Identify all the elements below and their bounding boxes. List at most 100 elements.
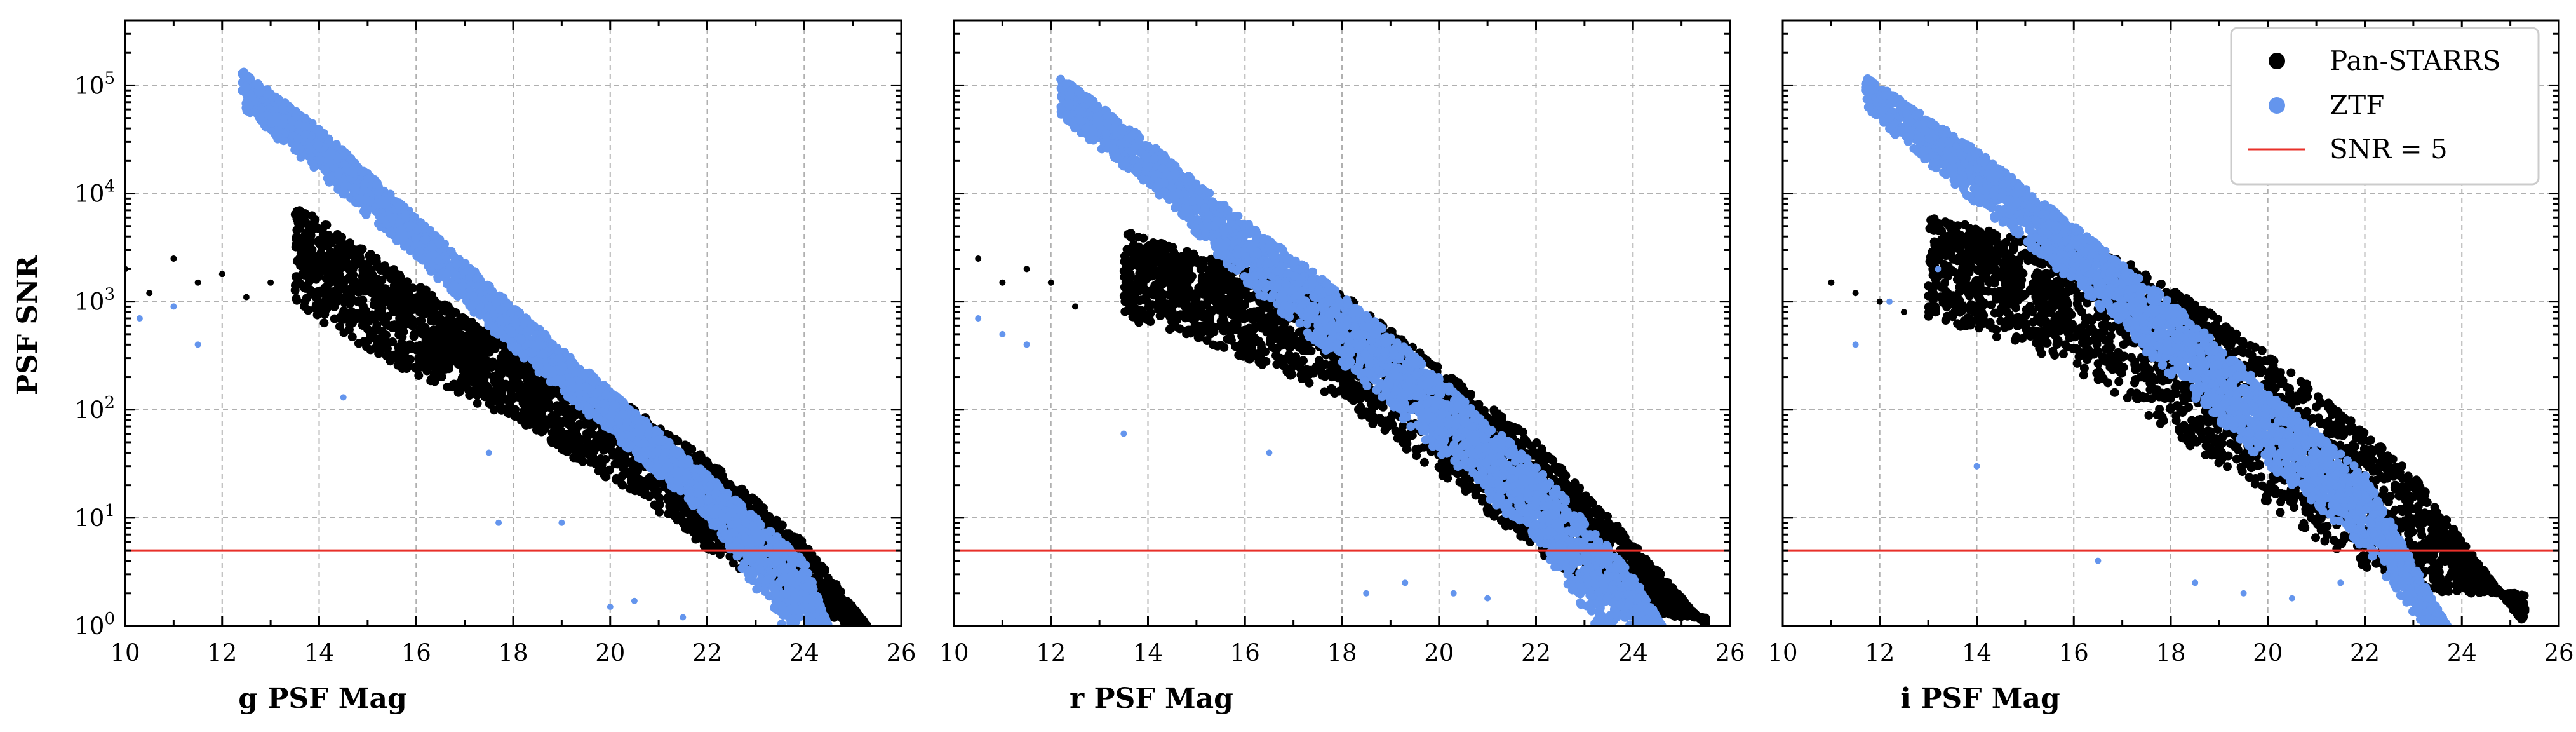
- data-point: [665, 493, 674, 503]
- data-point: [467, 360, 477, 370]
- data-point: [293, 135, 303, 144]
- scatter-data: [125, 67, 872, 626]
- data-point: [681, 524, 690, 533]
- data-point-outlier: [243, 294, 250, 301]
- data-point: [390, 351, 399, 360]
- data-point: [389, 301, 398, 311]
- data-point: [597, 460, 607, 470]
- data-point: [324, 295, 333, 304]
- data-point: [415, 361, 424, 370]
- data-point: [593, 413, 602, 423]
- data-point: [330, 314, 339, 323]
- data-point-outlier: [194, 279, 201, 286]
- data-point: [605, 465, 614, 475]
- data-point: [572, 446, 582, 455]
- data-point: [724, 534, 734, 544]
- data-point: [819, 588, 829, 598]
- data-point: [436, 365, 446, 374]
- data-point: [278, 118, 288, 126]
- data-point: [388, 337, 398, 346]
- data-point: [852, 610, 861, 620]
- data-point: [547, 339, 557, 349]
- data-point: [345, 285, 355, 294]
- data-point: [370, 334, 380, 343]
- data-point: [483, 356, 492, 366]
- data-point: [438, 305, 448, 315]
- data-point: [534, 378, 544, 388]
- data-point: [330, 273, 340, 282]
- data-point: [347, 332, 357, 342]
- data-point: [782, 529, 791, 539]
- data-point: [572, 424, 581, 434]
- data-point: [304, 306, 313, 315]
- data-point: [299, 268, 308, 278]
- data-point: [426, 316, 436, 325]
- data-point: [363, 325, 372, 334]
- data-point: [302, 260, 311, 269]
- data-point: [805, 603, 815, 613]
- data-point: [310, 253, 319, 262]
- data-point: [305, 273, 314, 283]
- data-point: [547, 412, 557, 421]
- data-point: [733, 488, 742, 498]
- data-point: [800, 566, 810, 576]
- data-point: [355, 256, 365, 266]
- data-point: [267, 119, 276, 128]
- data-point: [537, 403, 546, 412]
- data-point: [340, 182, 350, 191]
- data-point: [781, 590, 791, 599]
- data-point: [789, 602, 799, 611]
- data-point: [839, 606, 849, 615]
- data-point: [384, 321, 393, 330]
- y-axis-title: PSF SNR: [11, 255, 44, 395]
- data-point: [677, 459, 687, 468]
- data-point: [316, 241, 326, 250]
- data-point: [437, 372, 446, 381]
- data-point: [645, 492, 654, 501]
- data-point: [758, 508, 768, 517]
- data-point: [365, 278, 375, 287]
- data-point: [375, 345, 384, 355]
- data-point: [509, 410, 519, 419]
- data-point: [305, 285, 315, 294]
- data-point: [500, 348, 509, 358]
- data-point: [535, 341, 544, 350]
- data-point: [681, 442, 690, 451]
- data-point: [473, 391, 482, 400]
- data-point: [527, 348, 537, 358]
- data-point: [808, 585, 818, 594]
- data-point: [612, 475, 621, 485]
- data-point: [434, 238, 444, 247]
- data-point: [497, 405, 506, 415]
- data-point: [345, 238, 354, 248]
- data-point: [361, 210, 371, 219]
- data-point: [326, 156, 335, 166]
- data-point: [462, 369, 472, 379]
- data-point: [315, 299, 325, 309]
- data-point: [307, 220, 317, 229]
- data-point: [831, 606, 841, 615]
- data-point: [567, 361, 576, 370]
- data-point: [426, 340, 435, 349]
- data-point: [372, 180, 381, 189]
- data-point: [777, 620, 786, 626]
- data-point: [507, 342, 517, 352]
- data-point: [518, 349, 527, 359]
- data-point: [674, 483, 683, 492]
- data-point: [323, 241, 333, 250]
- data-point: [319, 318, 329, 328]
- data-point: [595, 441, 604, 451]
- data-point: [655, 499, 664, 509]
- data-point: [366, 250, 375, 259]
- data-point: [429, 304, 439, 313]
- data-point: [394, 271, 403, 280]
- data-point: [384, 268, 394, 277]
- data-point: [613, 447, 622, 457]
- data-point: [530, 407, 539, 416]
- data-point: [559, 445, 568, 455]
- data-point: [333, 281, 343, 290]
- data-point: [473, 376, 482, 384]
- data-point: [576, 435, 586, 444]
